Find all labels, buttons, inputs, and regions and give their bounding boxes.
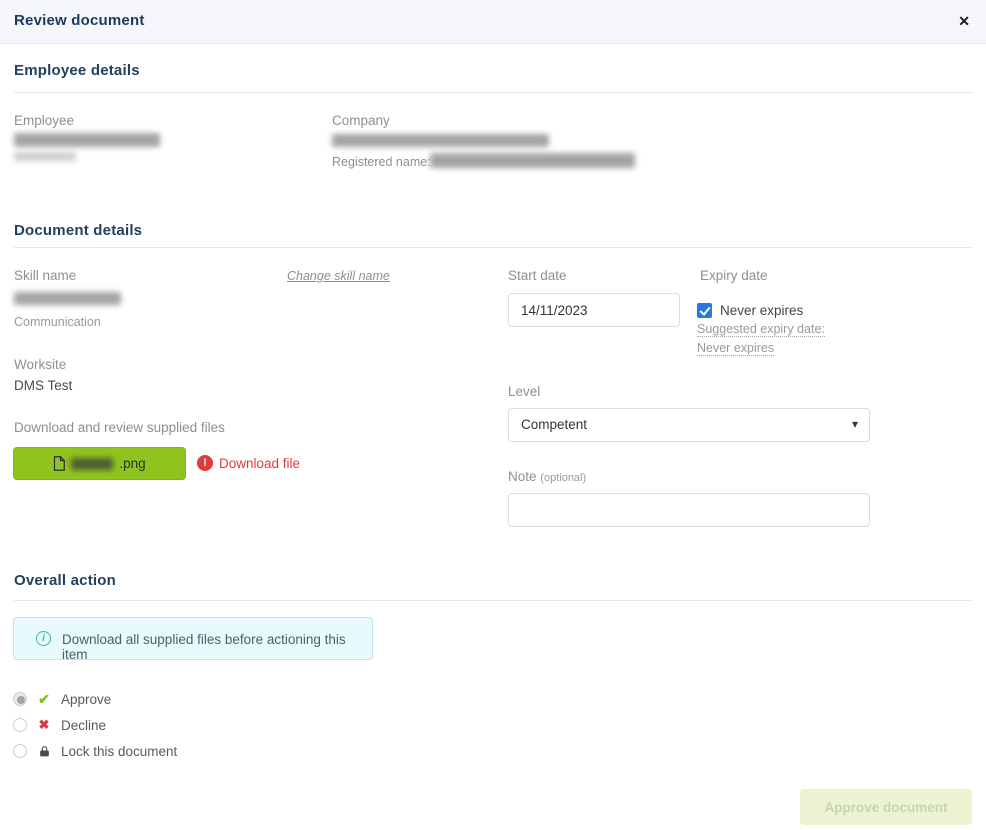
file-extension: .png — [119, 456, 146, 471]
note-optional-label: (optional) — [540, 472, 587, 484]
decline-option[interactable]: ✖ Decline — [13, 716, 106, 734]
page-title: Review document — [14, 12, 145, 29]
registered-name-redacted — [430, 153, 635, 168]
never-expires-label: Never expires — [720, 303, 804, 318]
file-icon — [53, 456, 66, 471]
lock-radio[interactable] — [13, 744, 27, 758]
level-select[interactable]: Competent ▾ — [508, 408, 870, 442]
chevron-down-icon: ▾ — [851, 417, 858, 431]
suggested-expiry-link[interactable]: Suggested expiry date: — [697, 322, 825, 337]
note-label-text: Note — [508, 469, 537, 484]
x-icon: ✖ — [38, 717, 50, 732]
file-download-button[interactable]: .png — [13, 447, 186, 480]
info-message: Download all supplied files before actio… — [62, 632, 346, 662]
divider — [14, 600, 972, 601]
info-banner: i Download all supplied files before act… — [13, 617, 373, 662]
never-expires-checkbox[interactable] — [697, 303, 712, 318]
company-value-redacted — [332, 134, 549, 147]
info-icon: i — [36, 631, 51, 646]
expiry-date-label: Expiry date — [700, 268, 768, 283]
divider — [14, 92, 972, 93]
check-icon: ✔ — [38, 690, 50, 707]
lock-option[interactable]: Lock this document — [13, 742, 177, 760]
document-details-heading: Document details — [14, 222, 143, 239]
error-icon: ! — [197, 455, 213, 471]
registered-name-label: Registered name: — [332, 155, 431, 169]
modal-header: Review document ✕ — [0, 0, 986, 44]
employee-subvalue-redacted — [14, 152, 76, 161]
note-label: Note (optional) — [508, 469, 586, 484]
suggested-expiry-value-link[interactable]: Never expires — [697, 341, 775, 356]
level-label: Level — [508, 384, 541, 399]
decline-radio[interactable] — [13, 718, 27, 732]
supplied-files-label: Download and review supplied files — [14, 420, 225, 435]
close-icon[interactable]: ✕ — [958, 13, 970, 29]
approve-label: Approve — [61, 691, 112, 707]
start-date-label: Start date — [508, 268, 567, 283]
divider — [14, 247, 972, 248]
download-file-link[interactable]: Download file — [219, 456, 301, 471]
approve-document-button[interactable]: Approve document — [800, 789, 972, 825]
skill-category: Communication — [14, 315, 101, 329]
employee-value-redacted — [14, 133, 160, 147]
start-date-input[interactable] — [508, 293, 680, 327]
level-selected-value: Competent — [521, 417, 588, 432]
note-input[interactable] — [508, 493, 870, 527]
change-skill-name-link[interactable]: Change skill name — [287, 269, 390, 283]
approve-option[interactable]: ✔ Approve — [13, 690, 111, 708]
skill-name-label: Skill name — [14, 268, 77, 283]
employee-label: Employee — [14, 113, 75, 128]
lock-label: Lock this document — [61, 743, 178, 759]
employee-details-heading: Employee details — [14, 62, 140, 79]
worksite-value: DMS Test — [14, 378, 73, 393]
overall-action-heading: Overall action — [14, 572, 117, 589]
lock-icon — [36, 744, 52, 758]
worksite-label: Worksite — [14, 357, 67, 372]
approve-radio[interactable] — [13, 692, 27, 706]
file-name-redacted — [71, 457, 114, 470]
skill-name-redacted — [14, 292, 121, 305]
decline-label: Decline — [61, 717, 107, 733]
company-label: Company — [332, 113, 390, 128]
